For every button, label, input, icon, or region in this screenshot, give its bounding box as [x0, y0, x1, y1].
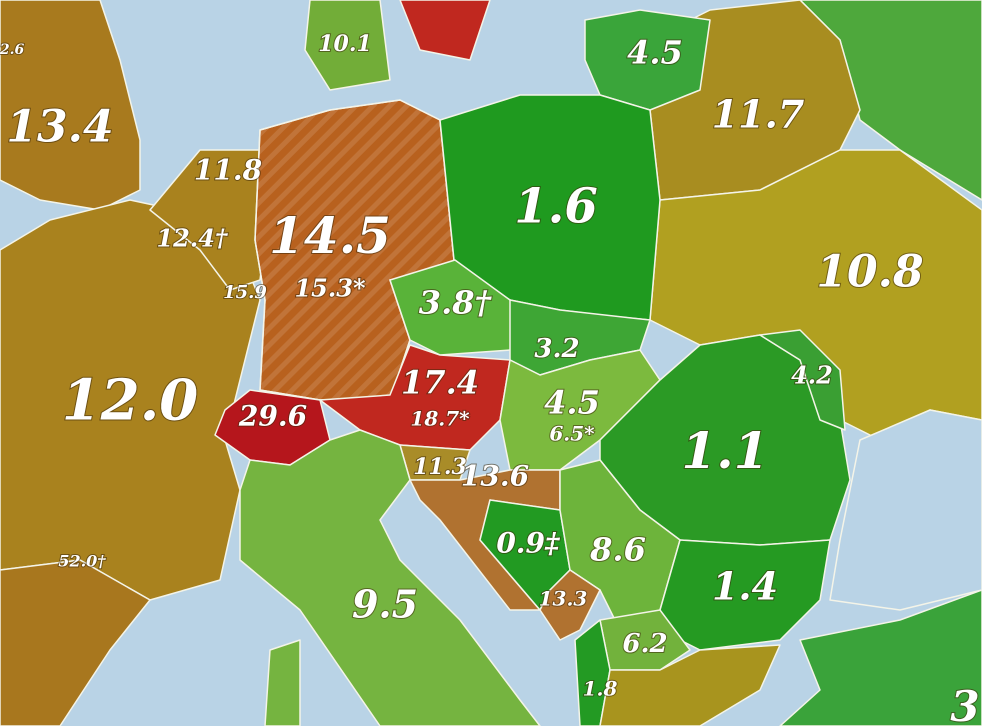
- region-value: 14.5: [269, 206, 391, 265]
- italy: [239, 429, 541, 726]
- labels: 2.6 10.1 4.5 13.4 11.7 11.8 1.6 12.4† 14.5 15.3* 1…: [0, 30, 981, 726]
- region-value: 12.4†: [156, 224, 227, 253]
- region-note: 6.5*: [549, 422, 595, 446]
- turkey: [779, 589, 982, 726]
- region-value: 1.8: [583, 677, 618, 701]
- moldova: [759, 329, 846, 431]
- region-value: 13.3: [539, 587, 588, 611]
- black-sea: [829, 409, 982, 611]
- region-value: 9.5: [352, 582, 418, 627]
- region-value: 8.6: [589, 531, 646, 569]
- region-note: 18.7*: [410, 407, 470, 431]
- lithuania: [584, 9, 711, 111]
- region-value: 13.6: [461, 460, 529, 493]
- region-value: 4.5: [544, 384, 600, 422]
- region-note: 15.3*: [294, 274, 365, 303]
- region-value: 15.9: [223, 282, 267, 303]
- region-value: 2.6: [0, 42, 24, 58]
- region-value: 1.1: [682, 421, 769, 480]
- denmark: [304, 0, 391, 91]
- region-value: 10.1: [318, 31, 372, 57]
- region-value: 1.6: [514, 179, 598, 235]
- montenegro: [539, 569, 601, 641]
- region-value: 11.3: [413, 454, 467, 480]
- region-value: 4.5: [627, 34, 683, 72]
- region-value: 10.8: [816, 247, 923, 298]
- region-value: 3.8†: [419, 284, 493, 322]
- region-value: 0.9‡: [496, 527, 561, 560]
- sweden: [399, 0, 491, 61]
- region-value: 29.6: [238, 400, 307, 433]
- region-value: 4.2: [791, 361, 833, 390]
- spain: [0, 559, 151, 726]
- uk: [0, 0, 141, 211]
- region-value: 3.2: [534, 334, 579, 364]
- region-value: 12.0: [62, 368, 198, 434]
- region-value: 11.7: [712, 92, 805, 137]
- region-value: 52.0†: [58, 552, 106, 571]
- greece: [599, 644, 781, 726]
- region-value: 13.4: [6, 102, 113, 153]
- sardinia: [264, 639, 301, 726]
- region-value: 1.4: [712, 564, 778, 609]
- region-value: 11.8: [194, 154, 262, 187]
- region-value: 3: [950, 682, 979, 726]
- region-value: 6.2: [622, 629, 667, 659]
- region-value: 17.4: [401, 364, 479, 402]
